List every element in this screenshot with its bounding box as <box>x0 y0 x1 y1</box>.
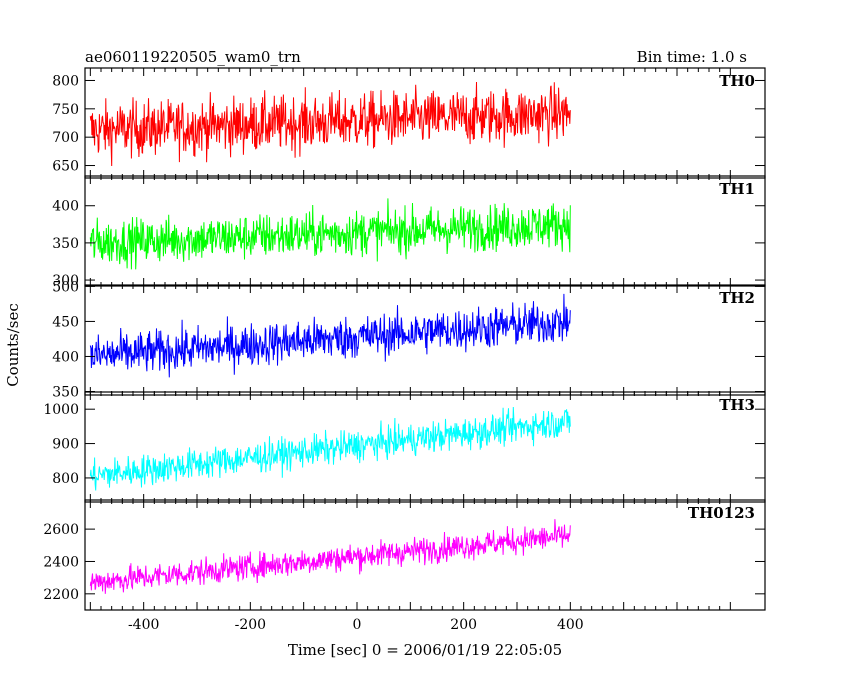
y-tick-label: 350 <box>52 384 79 400</box>
y-tick-label: 300 <box>52 273 79 289</box>
y-tick-label: 700 <box>52 130 79 146</box>
panel-th1: 300 350 400 TH1 <box>52 175 766 289</box>
y-tick-label: 1000 <box>43 402 79 418</box>
series-label-th1: TH1 <box>719 180 755 198</box>
x-tick-label: 400 <box>557 617 584 633</box>
series-label-th2: TH2 <box>719 289 755 307</box>
bin-time-label: Bin time: 1.0 s <box>637 48 747 66</box>
series-label-th0123: TH0123 <box>688 504 755 522</box>
x-tick-label: -200 <box>235 617 266 633</box>
series-line-th1 <box>89 198 571 270</box>
panel-frame <box>84 175 766 287</box>
x-axis-label: Time [sec] 0 = 2006/01/19 22:05:05 <box>288 641 562 659</box>
x-tick-label: 0 <box>353 617 362 633</box>
y-tick-label: 2600 <box>43 522 79 538</box>
y-tick-label: 800 <box>52 471 79 487</box>
y-tick-label: 450 <box>52 314 79 330</box>
y-tick-label: 750 <box>52 102 79 118</box>
panel-th3: 800 900 1000 TH3 <box>43 391 766 503</box>
y-tick-label: 650 <box>52 159 79 175</box>
y-tick-label: 400 <box>52 349 79 365</box>
panels: 650 700 750 800 TH0 300 350 400 TH1 350 400 450 500 T… <box>43 67 766 633</box>
y-tick-label: 2200 <box>43 587 79 603</box>
series-line-th0 <box>89 81 571 167</box>
chart-title: ae060119220505_wam0_trn <box>85 48 301 66</box>
series-line-th2 <box>89 293 571 378</box>
y-tick-label: 500 <box>52 279 79 295</box>
panel-th0: 650 700 750 800 TH0 <box>52 67 766 179</box>
series-line-th3 <box>89 406 571 491</box>
panel-th2: 350 400 450 500 TH2 <box>52 279 766 400</box>
panel-frame <box>84 67 766 179</box>
series-label-th0: TH0 <box>719 72 755 90</box>
series-line-th0123 <box>89 519 571 594</box>
panel-frame <box>84 499 766 611</box>
panel-frame <box>84 284 766 396</box>
y-tick-label: 400 <box>52 199 79 215</box>
series-label-th3: TH3 <box>719 396 755 414</box>
x-tick-label: -400 <box>128 617 159 633</box>
panel-frame <box>84 391 766 503</box>
panel-th0123: 2200 2400 2600 TH0123 -400 -200 0 200 400 <box>43 499 766 633</box>
y-tick-label: 800 <box>52 73 79 89</box>
y-axis-label: Counts/sec <box>4 303 22 387</box>
y-tick-label: 900 <box>52 437 79 453</box>
y-tick-label: 2400 <box>43 554 79 570</box>
x-tick-label: 200 <box>450 617 477 633</box>
y-tick-label: 350 <box>52 236 79 252</box>
